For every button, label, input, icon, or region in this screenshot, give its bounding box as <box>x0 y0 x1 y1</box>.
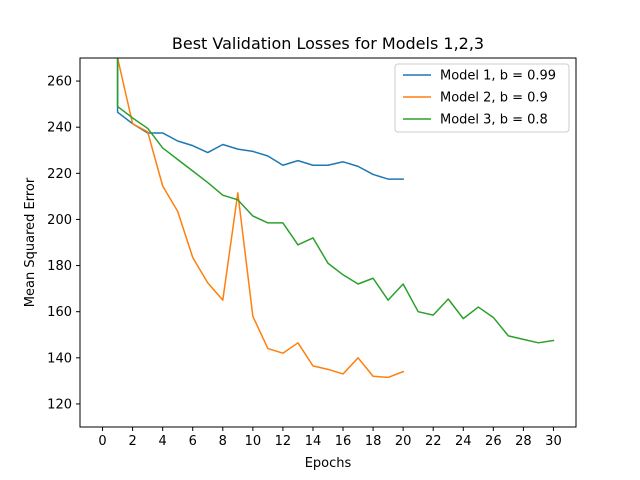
x-tick-label: 30 <box>545 434 562 449</box>
series-line-model-2 <box>116 58 405 379</box>
x-tick-label: 6 <box>189 434 197 449</box>
y-tick-label: 160 <box>47 305 72 320</box>
legend-label: Model 2, b = 0.9 <box>440 91 548 106</box>
y-tick-label: 200 <box>47 213 72 228</box>
x-tick-label: 24 <box>455 434 472 449</box>
legend-box <box>394 63 570 133</box>
x-tick-label: 8 <box>219 434 227 449</box>
y-tick-label: 240 <box>47 121 72 136</box>
x-tick-label: 10 <box>245 434 262 449</box>
x-tick-label: 18 <box>365 434 382 449</box>
y-tick-label: 220 <box>47 167 72 182</box>
series-line-model-1 <box>116 58 404 180</box>
plot-area: 0 2 4 6 8 10 12 14 16 18 20 22 24 26 28 301201401601802… <box>47 57 577 449</box>
x-tick-label: 16 <box>335 434 352 449</box>
x-tick-label: 28 <box>515 434 532 449</box>
x-tick-label: 26 <box>485 434 502 449</box>
x-tick-label: 14 <box>305 434 322 449</box>
y-tick-label: 140 <box>47 351 72 366</box>
y-tick-label: 260 <box>47 75 72 90</box>
x-tick-label: 2 <box>128 434 136 449</box>
series-group <box>116 58 555 379</box>
legend: Model 1, b = 0.99 Model 2, b = 0.9 Model 3… <box>394 63 570 133</box>
y-tick-label: 120 <box>47 397 72 412</box>
x-tick-label: 4 <box>159 434 167 449</box>
x-tick-label: 22 <box>425 434 442 449</box>
axes-frame <box>79 57 577 428</box>
x-axis-label: Epochs <box>305 456 352 471</box>
legend-label: Model 3, b = 0.8 <box>440 113 548 128</box>
chart-title: Best Validation Losses for Models 1,2,3 <box>172 34 484 53</box>
legend-label: Model 1, b = 0.99 <box>440 69 556 84</box>
x-tick-label: 0 <box>98 434 106 449</box>
y-tick-label: 180 <box>47 259 72 274</box>
x-tick-label: 12 <box>275 434 292 449</box>
y-axis-label: Mean Squared Error <box>23 177 38 307</box>
series-line-model-3 <box>116 58 555 344</box>
x-tick-label: 20 <box>395 434 412 449</box>
